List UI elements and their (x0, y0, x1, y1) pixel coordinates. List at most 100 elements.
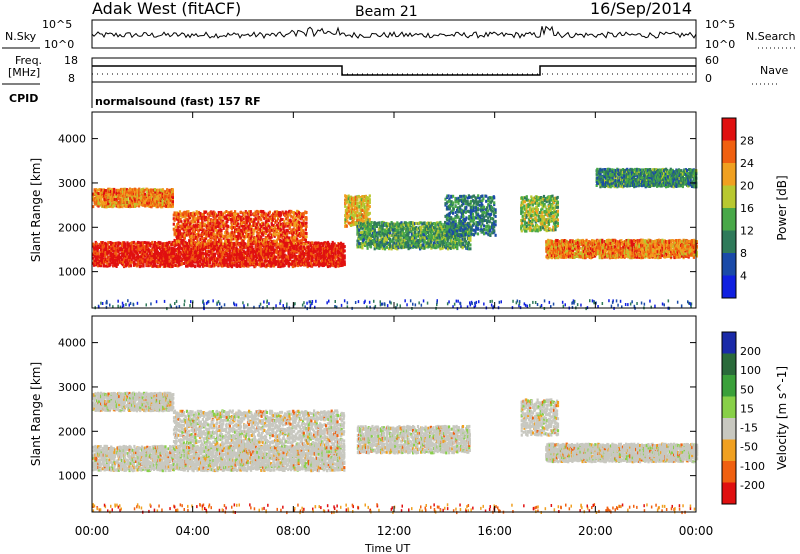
echo-cell (138, 193, 141, 197)
echo-cell (256, 256, 259, 260)
echo-cell (181, 250, 184, 254)
echo-cell (152, 192, 155, 196)
echo-cell (154, 201, 157, 205)
echo-cell (167, 192, 170, 196)
echo-cell (176, 211, 179, 215)
cpid-text: normalsound (fast) 157 RF (95, 95, 261, 108)
echo-cell (210, 264, 213, 268)
echo-cell (320, 261, 323, 265)
echo-cell (97, 244, 100, 248)
echo-cell (341, 252, 344, 256)
echo-cell (131, 197, 134, 201)
echo-cell (177, 225, 180, 229)
echo-cell (249, 262, 252, 266)
echo-cell (317, 253, 320, 257)
echo-cell (160, 196, 163, 200)
echo-cell (100, 253, 103, 256)
echo-cell (328, 258, 331, 261)
echo-cell (302, 252, 305, 256)
echo-cell (115, 195, 118, 198)
echo-cell (148, 198, 151, 202)
echo-cell (154, 190, 157, 194)
echo-cell (220, 229, 223, 233)
echo-cell (210, 249, 213, 252)
echo-cell (178, 248, 181, 252)
echo-cell (283, 263, 286, 267)
echo-cell (275, 262, 278, 266)
echo-cell (99, 203, 103, 207)
echo-cell (157, 202, 160, 206)
echo-cell (201, 264, 205, 268)
echo-cell (235, 243, 238, 247)
echo-cell (118, 255, 122, 259)
echo-cell (247, 249, 250, 253)
echo-cell (92, 192, 95, 196)
echo-cell (262, 244, 265, 248)
echo-cell (317, 259, 321, 263)
echo-cell (300, 250, 303, 254)
echo-cell (124, 252, 127, 256)
echo-cell (131, 247, 134, 251)
echo-cell (265, 252, 269, 256)
echo-cell (366, 246, 369, 250)
echo-cell (370, 221, 373, 224)
echo-cell (154, 199, 157, 203)
echo-cell (263, 259, 266, 263)
echo-cell (294, 243, 297, 246)
echo-cell (225, 249, 228, 252)
echo-cell (207, 253, 211, 257)
echo-cell (98, 264, 101, 268)
echo-cell (302, 259, 305, 263)
echo-cell (97, 261, 100, 265)
echo-cell (171, 193, 174, 197)
echo-cell (199, 249, 202, 253)
echo-cell (154, 196, 157, 200)
echo-cell (301, 261, 305, 265)
echo-cell (343, 260, 346, 264)
echo-cell (159, 192, 162, 196)
echo-cell (223, 263, 227, 267)
echo-cell (240, 248, 243, 252)
echo-cell (196, 264, 200, 268)
echo-cell (137, 248, 140, 252)
echo-cell (215, 261, 219, 265)
echo-cell (385, 238, 388, 242)
echo-cell (311, 263, 314, 267)
echo-cell (337, 264, 340, 268)
echo-cell (189, 262, 192, 265)
echo-cell (273, 264, 276, 268)
echo-cell (385, 245, 388, 249)
echo-cell (175, 235, 178, 238)
echo-cell (118, 252, 121, 256)
echo-cell (311, 249, 314, 253)
echo-cell (136, 199, 139, 203)
noise-right-tick-bottom: 10^0 (705, 38, 735, 51)
echo-cell (162, 257, 165, 261)
echo-cell (259, 248, 262, 252)
echo-cell (172, 222, 175, 226)
echo-cell (263, 256, 266, 260)
echo-cell (274, 242, 277, 246)
echo-cell (114, 251, 117, 255)
echo-cell (120, 198, 123, 202)
echo-cell (336, 244, 340, 248)
echo-cell (237, 264, 240, 268)
echo-cell (96, 203, 99, 207)
echo-cell (139, 261, 142, 264)
echo-cell (331, 240, 334, 244)
echo-cell (333, 242, 336, 246)
echo-cell (146, 260, 149, 264)
echo-cell (130, 190, 134, 194)
echo-cell (108, 249, 111, 253)
echo-cell (115, 258, 118, 262)
echo-cell (133, 244, 136, 248)
echo-cell (147, 248, 150, 251)
echo-cell (141, 258, 144, 262)
echo-cell (131, 244, 134, 248)
echo-cell (237, 252, 240, 256)
echo-cell (120, 256, 123, 260)
echo-cell (165, 248, 168, 251)
echo-cell (345, 224, 348, 228)
echo-cell (109, 202, 113, 206)
echo-cell (320, 247, 323, 251)
